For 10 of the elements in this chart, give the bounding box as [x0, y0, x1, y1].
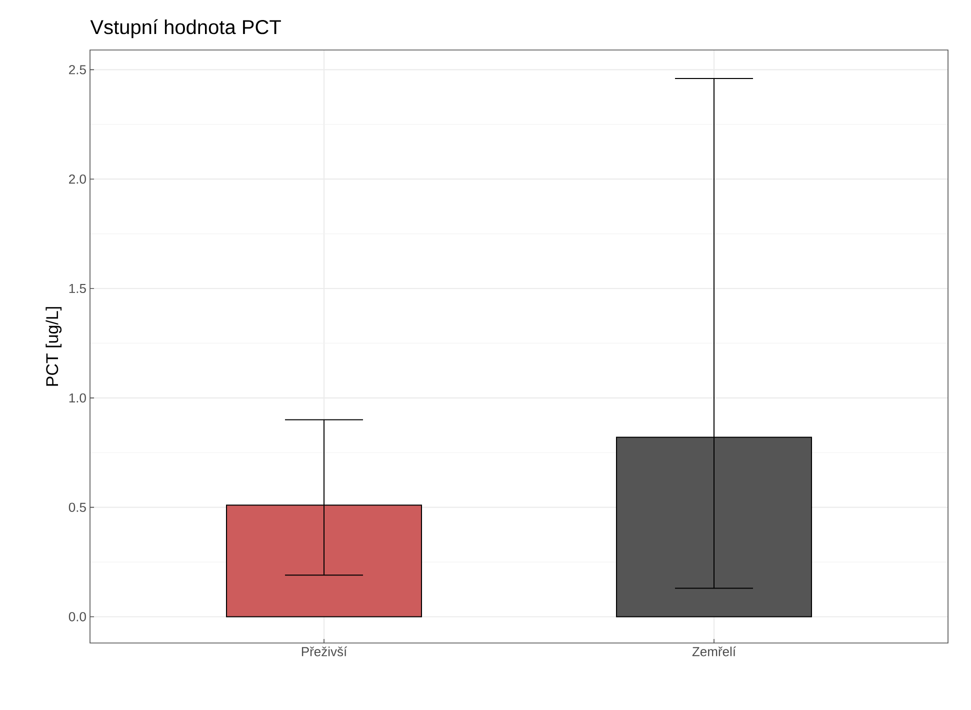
y-tick-label: 2.0: [69, 174, 86, 184]
x-tick-label: Přeživší: [302, 646, 348, 656]
y-tick-label: 1.5: [69, 284, 86, 294]
x-tick-label: Zemřelí: [692, 646, 736, 656]
chart-title: Vstupní hodnota PCT: [90, 19, 281, 38]
y-tick-label: 1.0: [69, 393, 86, 403]
y-axis-title: PCT [ug/L]: [46, 307, 62, 386]
y-tick-label: 0.0: [68, 612, 86, 622]
y-tick-label: 0.5: [68, 502, 86, 512]
y-tick-label: 2.5: [69, 65, 86, 74]
